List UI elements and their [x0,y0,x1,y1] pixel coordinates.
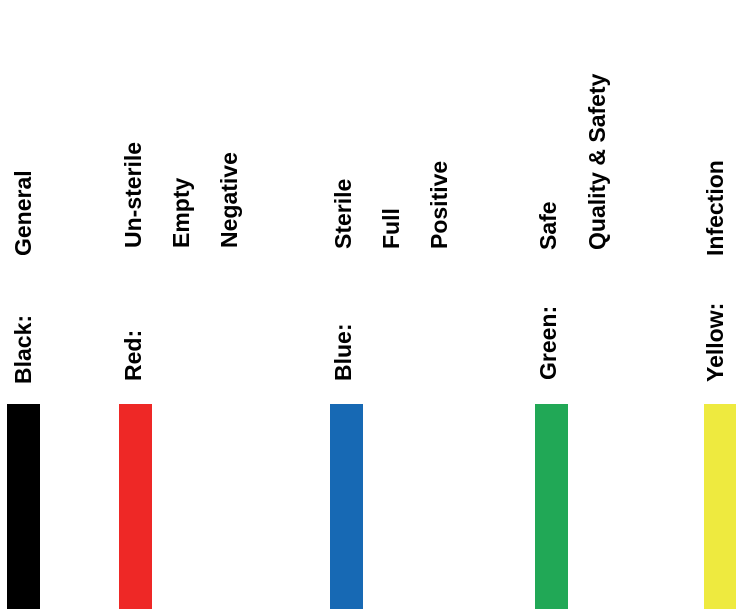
meaning-black-1: General [10,170,36,256]
color-label-yellow: Yellow: [702,302,728,382]
color-swatch-black [7,404,40,609]
meaning-green-2: Quality & Safety [584,73,610,250]
meaning-red-1: Un-sterile [120,141,146,248]
color-label-red: Red: [120,329,146,381]
color-swatch-red [119,404,152,609]
color-swatch-blue [330,404,363,609]
meaning-blue-3: Positive [426,160,452,249]
meaning-blue-2: Full [378,208,404,249]
meaning-blue-1: Sterile [330,178,356,249]
meaning-red-3: Negative [216,152,242,248]
meaning-green-1: Safe [535,201,561,250]
color-label-blue: Blue: [330,323,356,382]
color-label-green: Green: [535,305,561,380]
color-swatch-yellow [704,404,736,609]
meaning-yellow-1: Infection [702,160,728,256]
color-label-black: Black: [10,314,36,384]
color-swatch-green [535,404,568,609]
meaning-red-2: Empty [168,177,194,248]
